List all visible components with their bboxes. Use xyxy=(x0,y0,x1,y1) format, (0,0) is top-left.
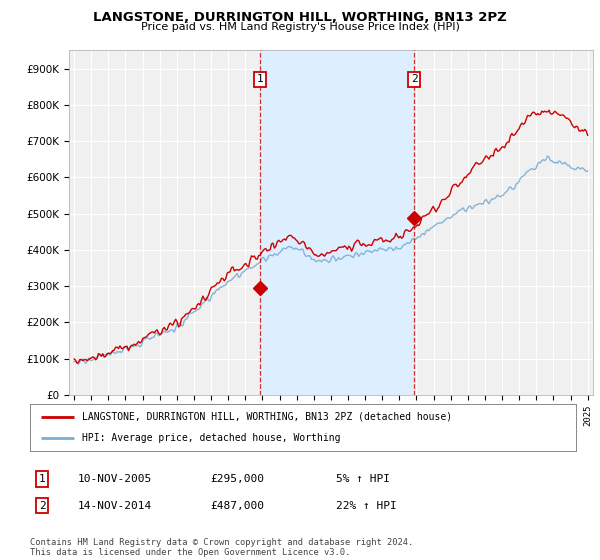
Text: 22% ↑ HPI: 22% ↑ HPI xyxy=(336,501,397,511)
Text: £487,000: £487,000 xyxy=(210,501,264,511)
Text: 1: 1 xyxy=(257,74,263,85)
Text: HPI: Average price, detached house, Worthing: HPI: Average price, detached house, Wort… xyxy=(82,433,340,444)
Text: 1: 1 xyxy=(38,474,46,484)
Text: 2: 2 xyxy=(411,74,418,85)
Bar xyxy=(260,50,414,395)
Text: 2: 2 xyxy=(38,501,46,511)
Text: 10-NOV-2005: 10-NOV-2005 xyxy=(78,474,152,484)
Text: 14-NOV-2014: 14-NOV-2014 xyxy=(78,501,152,511)
Text: 5% ↑ HPI: 5% ↑ HPI xyxy=(336,474,390,484)
Text: LANGSTONE, DURRINGTON HILL, WORTHING, BN13 2PZ: LANGSTONE, DURRINGTON HILL, WORTHING, BN… xyxy=(93,11,507,24)
Text: LANGSTONE, DURRINGTON HILL, WORTHING, BN13 2PZ (detached house): LANGSTONE, DURRINGTON HILL, WORTHING, BN… xyxy=(82,412,452,422)
Text: Contains HM Land Registry data © Crown copyright and database right 2024.
This d: Contains HM Land Registry data © Crown c… xyxy=(30,538,413,557)
Text: £295,000: £295,000 xyxy=(210,474,264,484)
Text: Price paid vs. HM Land Registry's House Price Index (HPI): Price paid vs. HM Land Registry's House … xyxy=(140,22,460,32)
